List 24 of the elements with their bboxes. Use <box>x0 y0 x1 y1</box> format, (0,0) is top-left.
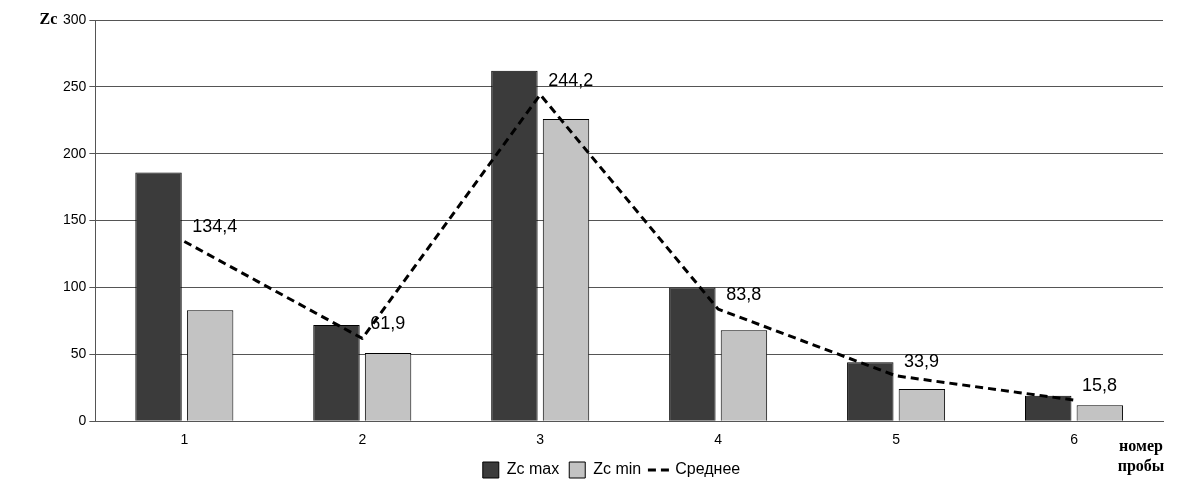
x-tick-label: 2 <box>358 431 367 448</box>
legend-label: Zc max <box>506 460 560 478</box>
y-tick-label: 100 <box>63 278 87 295</box>
data-label: 83,8 <box>726 284 762 305</box>
y-tick-label: 300 <box>63 10 87 27</box>
x-tick-label: 1 <box>180 431 189 448</box>
data-label: 15,8 <box>1082 375 1118 396</box>
x-tick-label: 4 <box>714 431 723 448</box>
x-axis-title: номер пробы <box>1117 437 1165 476</box>
x-tick-label: 3 <box>536 431 545 448</box>
data-label: 33,9 <box>904 350 940 371</box>
y-tick-label: 150 <box>63 211 87 228</box>
legend-label: Среднее <box>675 460 741 478</box>
y-axis-title: Zc <box>39 10 58 28</box>
legend-label: Zc min <box>593 460 642 478</box>
y-tick-label: 200 <box>63 144 87 161</box>
y-tick-label: 50 <box>70 345 87 362</box>
data-label: 134,4 <box>192 216 238 237</box>
y-tick-label: 250 <box>63 77 87 94</box>
x-tick-label: 5 <box>892 431 901 448</box>
x-tick-label: 6 <box>1070 431 1079 448</box>
y-tick-label: 0 <box>78 412 87 429</box>
data-label: 244,2 <box>548 69 594 90</box>
data-label: 61,9 <box>370 313 406 334</box>
